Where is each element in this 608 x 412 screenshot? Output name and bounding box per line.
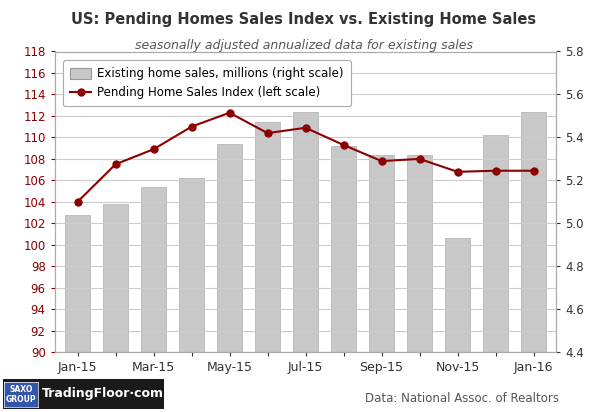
Bar (369, 154, 394, 412)
Text: US: Pending Homes Sales Index vs. Existing Home Sales: US: Pending Homes Sales Index vs. Existi… (71, 12, 537, 27)
Text: SAXO
GROUP: SAXO GROUP (5, 385, 36, 405)
Bar (445, 239, 470, 412)
Bar (217, 144, 242, 412)
Bar (65, 215, 90, 412)
Bar (483, 135, 508, 412)
Bar (179, 178, 204, 412)
Text: seasonally adjusted annualized data for existing sales: seasonally adjusted annualized data for … (135, 39, 473, 52)
Text: Data: National Assoc. of Realtors: Data: National Assoc. of Realtors (365, 391, 559, 405)
Text: TradingFloor·com: TradingFloor·com (42, 387, 164, 400)
Bar (407, 154, 432, 412)
Bar (521, 112, 546, 412)
Legend: Existing home sales, millions (right scale), Pending Home Sales Index (left scal: Existing home sales, millions (right sca… (63, 61, 351, 106)
Bar (293, 112, 318, 412)
Bar (103, 204, 128, 412)
Bar (331, 146, 356, 412)
Bar (255, 122, 280, 412)
Bar (141, 187, 166, 412)
